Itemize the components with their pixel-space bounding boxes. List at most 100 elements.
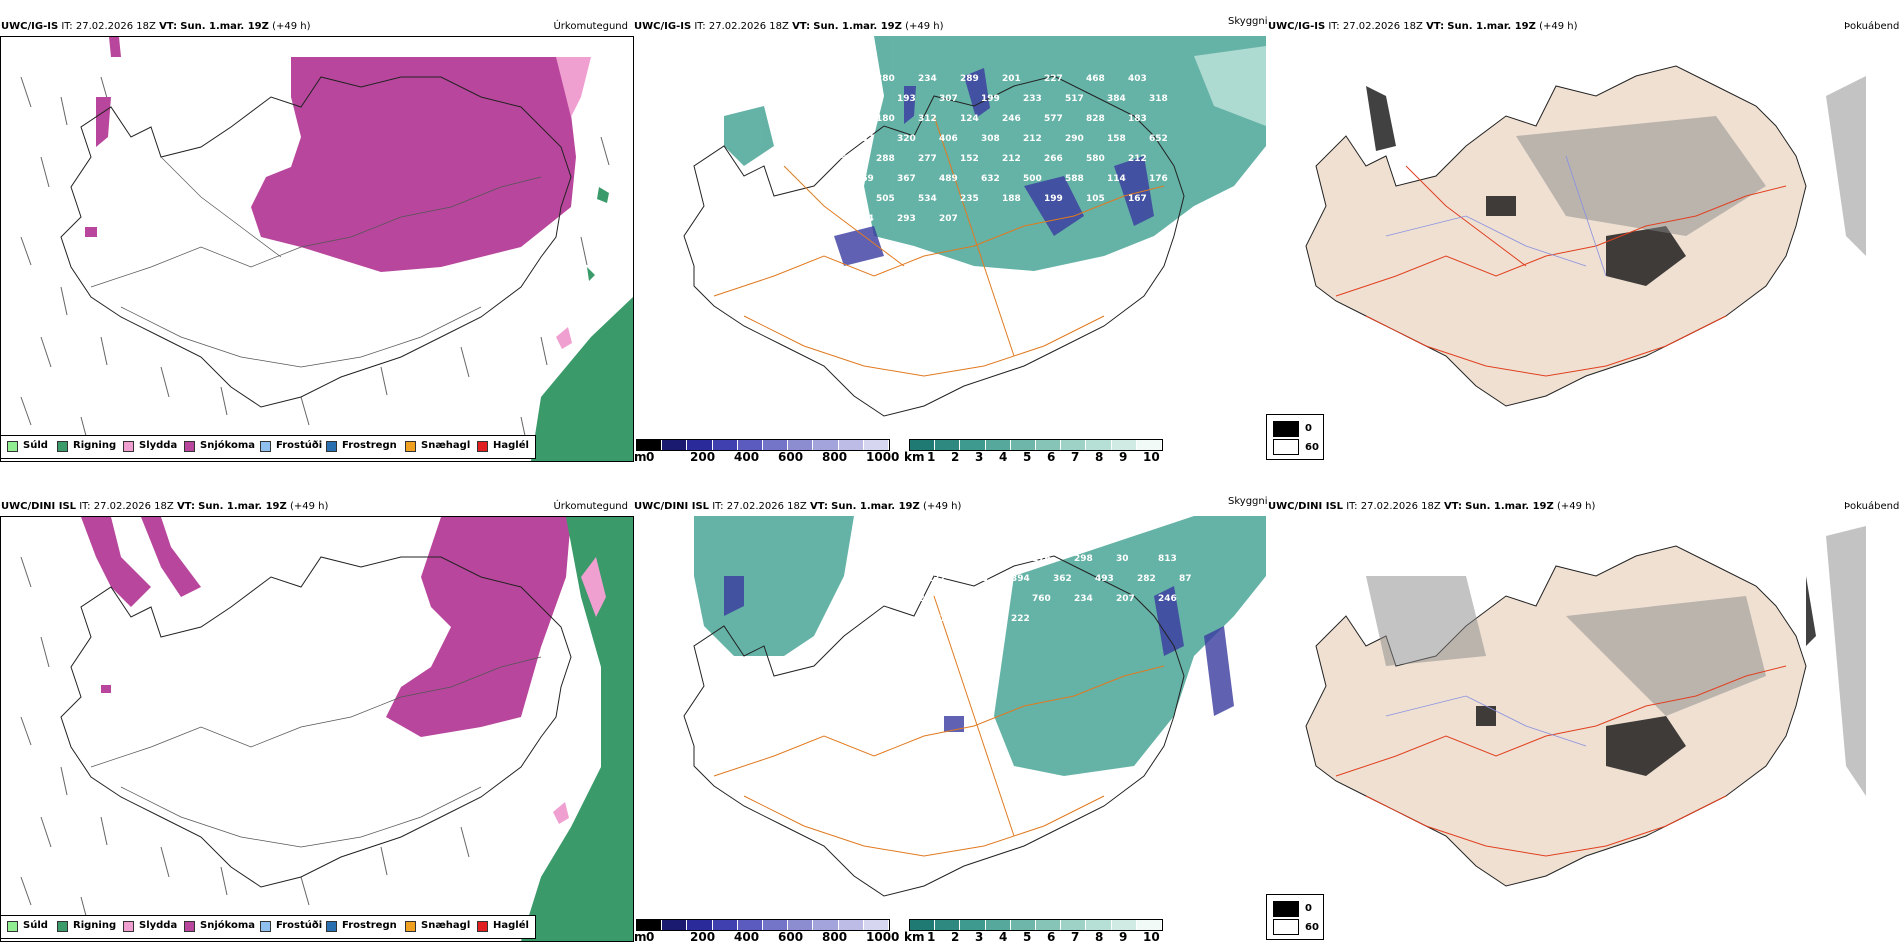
colorbar-tick-label: 4 <box>999 930 1008 944</box>
fog-panel-top: UWC/IG-IS IT: 27.02.2026 18Z VT: Sun. 1.… <box>1266 12 1900 462</box>
colorbar-segment <box>910 440 936 450</box>
visibility-colorbar <box>909 439 1163 451</box>
colorbar-tick-label: 9 <box>1119 450 1128 462</box>
ceiling-value-label: 158 <box>969 574 988 584</box>
ceiling-value-label: 183 <box>1128 114 1147 124</box>
ceiling-value-label: 403 <box>1128 74 1147 84</box>
fog-index-gray <box>1366 526 1866 796</box>
fog-map <box>1305 526 1866 887</box>
fog-index-gray <box>1516 76 1866 256</box>
colorbar-segment <box>712 920 738 930</box>
legend-swatch <box>477 921 488 932</box>
colorbar-tick-label: 9 <box>1119 930 1128 944</box>
legend-label: Frostúði <box>276 440 323 451</box>
colorbar-segment <box>813 920 839 930</box>
ceiling-value-label: 298 <box>1074 554 1093 564</box>
fog-legend: 0 60 <box>1266 894 1324 940</box>
ceiling-value-label: 580 <box>1086 154 1105 164</box>
ceiling-value-label: 308 <box>981 134 1000 144</box>
colorbar-segment <box>1086 920 1112 930</box>
legend-label: Slydda <box>139 440 178 451</box>
colorbar-tick-label: 400 <box>734 450 760 462</box>
fog-index-dark <box>1476 576 1816 776</box>
ceiling-value-label: 517 <box>1065 94 1084 104</box>
colorbar-segment <box>935 440 961 450</box>
snowfall-area <box>81 517 571 737</box>
ceiling-value-label: 152 <box>960 154 979 164</box>
ceiling-value-label: 161 <box>927 614 946 624</box>
colorbar-segment <box>763 440 789 450</box>
colorbar-segment <box>838 920 864 930</box>
cloud-map: 95 484 350 156 176 298 30 813 889 232 158 394 362 493… <box>683 516 1266 897</box>
model-name: UWC/DINI ISL <box>1 501 77 512</box>
ceiling-value-label: 199 <box>1044 194 1063 204</box>
colorbar-tick-label: 4 <box>999 450 1008 462</box>
legend-label: Haglél <box>493 920 529 931</box>
precip-type-panel-bottom: UWC/DINI ISL IT: 27.02.2026 18Z VT: Sun.… <box>0 492 634 950</box>
ceiling-value-label: 158 <box>1107 134 1126 144</box>
legend-label: Snjókoma <box>200 440 256 451</box>
colorbar-segment <box>813 440 839 450</box>
colorbar-tick-label: 5 <box>1023 930 1032 944</box>
ceiling-value-label: 534 <box>918 194 937 204</box>
colorbar-tick-label: 200 <box>690 450 716 462</box>
colorbar-segment <box>712 440 738 450</box>
ceiling-value-label: 167 <box>1128 194 1147 204</box>
fog-swatch-white <box>1273 439 1299 455</box>
legend-label: Frostúði <box>276 920 323 931</box>
ceiling-low <box>724 576 1234 732</box>
ceiling-value-label: 193 <box>897 94 916 104</box>
colorbar-segment <box>1036 920 1062 930</box>
ceiling-low <box>834 68 1154 266</box>
colorbar-segment <box>960 440 986 450</box>
ceiling-value-label: 757 <box>834 154 853 164</box>
ceiling-colorbar <box>636 439 890 451</box>
ceiling-value-label: 362 <box>1053 574 1072 584</box>
ceiling-value-label: 505 <box>876 194 895 204</box>
visibility-field <box>694 516 1266 776</box>
panel-title: UWC/IG-IS IT: 27.02.2026 18Z VT: Sun. 1.… <box>1268 21 1578 32</box>
legend-label: Snæhagl <box>421 440 471 451</box>
panel-title: UWC/DINI ISL IT: 27.02.2026 18Z VT: Sun.… <box>634 501 962 512</box>
visibility-ticks: 1 2 3 4 5 6 7 8 9 10 <box>927 450 1163 462</box>
legend-label: Rigning <box>73 440 117 451</box>
ceiling-value-label: 484 <box>906 554 925 564</box>
ceiling-value-label: 324 <box>864 594 883 604</box>
colorbar-tick-label: 2 <box>951 930 960 944</box>
ceiling-value-label: 207 <box>1116 594 1135 604</box>
fog-label: 60 <box>1305 442 1319 453</box>
ceiling-value-label: 489 <box>939 174 958 184</box>
ceiling-value-label: 813 <box>1158 554 1177 564</box>
ceiling-value-label: 234 <box>918 74 937 84</box>
sleet-area <box>553 557 606 824</box>
ceiling-value-label: 290 <box>1065 134 1084 144</box>
ceiling-value-label: 293 <box>897 214 916 224</box>
road-network <box>713 595 1165 857</box>
colorbar-tick-label: 2 <box>951 450 960 462</box>
ceiling-value-label: 174 <box>855 214 874 224</box>
colorbar-tick-label: 7 <box>1071 450 1080 462</box>
rivers <box>1385 695 1587 747</box>
visibility-light <box>1194 46 1266 126</box>
colorbar-segment <box>1111 920 1137 930</box>
ceiling-value-label: 720 <box>834 74 853 84</box>
legend-label: Haglél <box>493 440 529 451</box>
colorbar-segment <box>863 440 890 450</box>
fog-label: 0 <box>1305 423 1312 434</box>
iceland-outline <box>60 556 572 888</box>
ceiling-unit: m <box>634 450 647 462</box>
ceiling-value-label: 200 <box>969 614 988 624</box>
colorbar-segment <box>1061 440 1087 450</box>
colorbar-tick-label: 600 <box>778 450 804 462</box>
cloud-panel-bottom: UWC/DINI ISL IT: 27.02.2026 18Z VT: Sun.… <box>632 492 1268 950</box>
colorbar-tick-label: 800 <box>822 450 848 462</box>
precip-map <box>20 37 633 461</box>
legend-swatch <box>123 921 134 932</box>
colorbar-segment <box>1010 440 1037 450</box>
ceiling-colorbar <box>636 919 890 931</box>
visibility-ticks: 1 2 3 4 5 6 7 8 9 10 <box>927 930 1163 944</box>
fog-panel-bottom: UWC/DINI ISL IT: 27.02.2026 18Z VT: Sun.… <box>1266 492 1900 950</box>
ceiling-value-label: 760 <box>1032 594 1051 604</box>
colorbar-tick-label: 3 <box>975 930 984 944</box>
